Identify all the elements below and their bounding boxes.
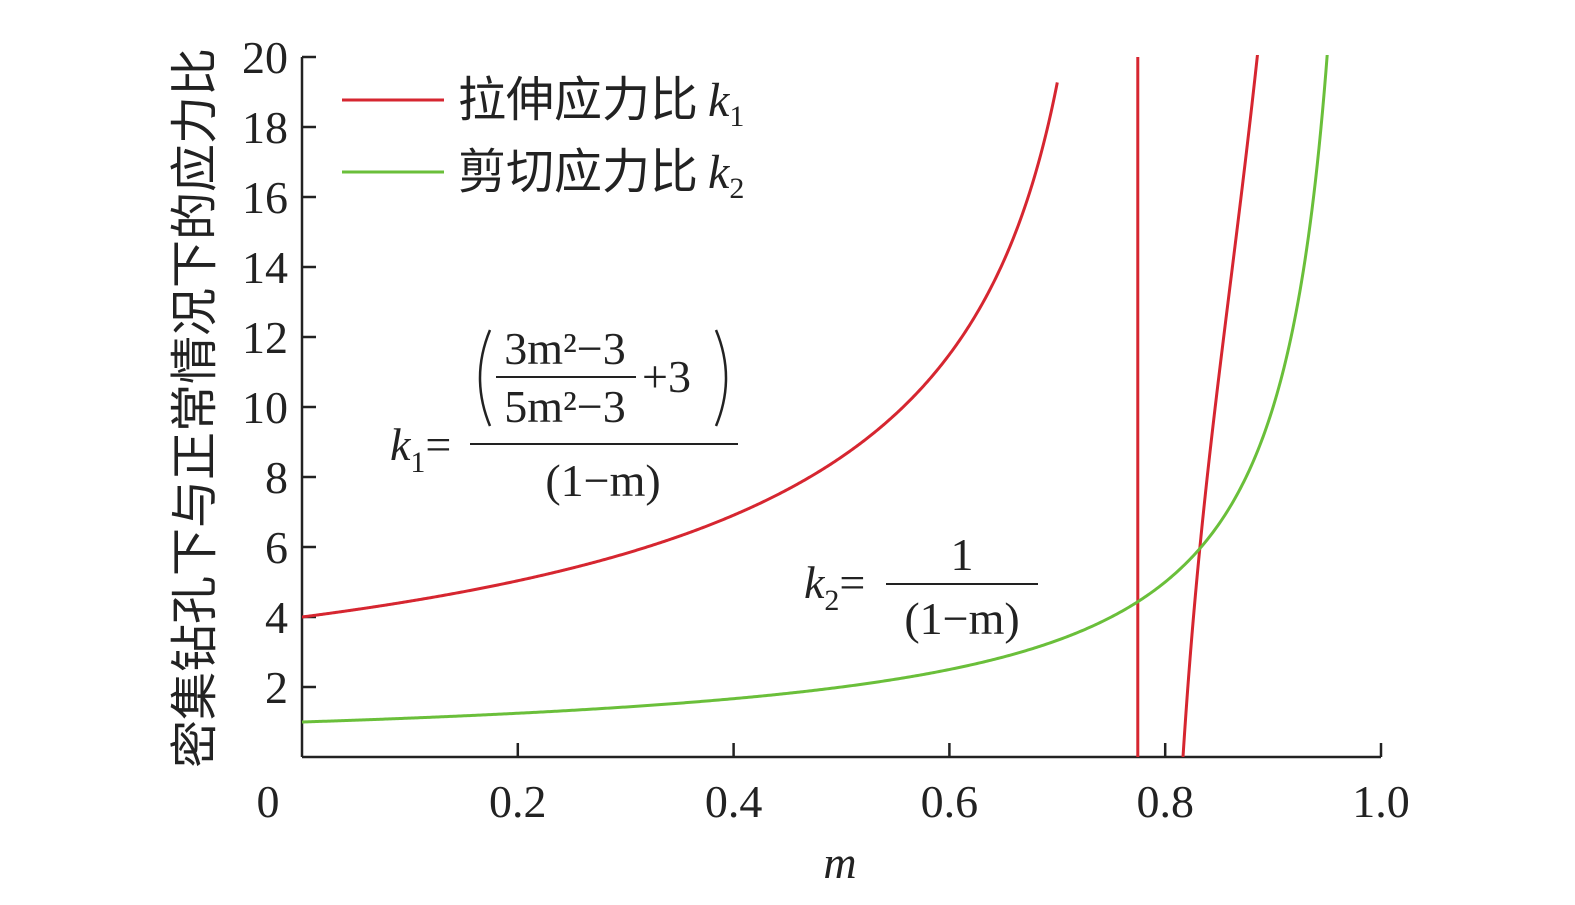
- formula-k1-den: (1−m): [545, 455, 660, 506]
- formula-k1-inner-den: 5m²−3: [504, 381, 626, 432]
- legend-label-k2: 剪切应力比 k2: [458, 146, 744, 205]
- formula-k2-lhs: k2=: [804, 557, 865, 617]
- plot-area: [302, 55, 1329, 757]
- formula-k1-inner-num: 3m²−3: [504, 323, 626, 374]
- formula-k2: k2= 1 (1−m): [804, 529, 1038, 644]
- y-tick-label: 18: [242, 102, 288, 153]
- x-tick-label: 0.6: [921, 776, 979, 827]
- series-k2-line: [302, 55, 1329, 724]
- series-k1-branch1-line: [302, 82, 1059, 619]
- legend-label-k1-symbol: k: [708, 74, 731, 127]
- x-tick-label: 0.8: [1136, 776, 1194, 827]
- legend-label-k1-name: 拉伸应力比: [458, 74, 698, 127]
- y-tick-label: 20: [242, 32, 288, 83]
- legend-label-k1: 拉伸应力比 k1: [458, 74, 744, 133]
- x-axis-label: m: [823, 837, 856, 888]
- formula-k1-right-paren: [714, 329, 728, 427]
- legend: 拉伸应力比 k1 剪切应力比 k2: [342, 74, 744, 205]
- x-tick-label: 0.2: [489, 776, 547, 827]
- y-tick-label: 16: [242, 172, 288, 223]
- y-tick-label: 4: [265, 592, 288, 643]
- legend-label-k2-name: 剪切应力比: [458, 146, 698, 199]
- y-tick-label: 6: [265, 522, 288, 573]
- y-tick-label: 8: [265, 452, 288, 503]
- x-tick-label: 0: [257, 776, 280, 827]
- x-tick-label: 1.0: [1352, 776, 1410, 827]
- formula-k2-den: (1−m): [904, 593, 1019, 644]
- y-tick-label: 2: [265, 662, 288, 713]
- formula-k1-plus: +3: [642, 351, 691, 402]
- y-tick-label: 14: [242, 242, 288, 293]
- formula-k1-left-paren: [478, 329, 492, 427]
- formula-k1-lhs: k1=: [390, 419, 451, 479]
- y-axis-label: 密集钻孔下与正常情况下的应力比: [169, 48, 222, 768]
- legend-label-k2-symbol: k: [708, 146, 731, 199]
- legend-label-k1-sub: 1: [729, 100, 744, 133]
- x-tick-label: 0.4: [705, 776, 763, 827]
- y-tick-label: 12: [242, 312, 288, 363]
- series-k1-branch2-line: [1181, 55, 1259, 757]
- formula-k1: k1= 3m²−3 5m²−3 +3 (1−m): [390, 323, 738, 506]
- formula-k2-num: 1: [951, 529, 974, 580]
- y-tick-label: 10: [242, 382, 288, 433]
- legend-label-k2-sub: 2: [729, 172, 744, 205]
